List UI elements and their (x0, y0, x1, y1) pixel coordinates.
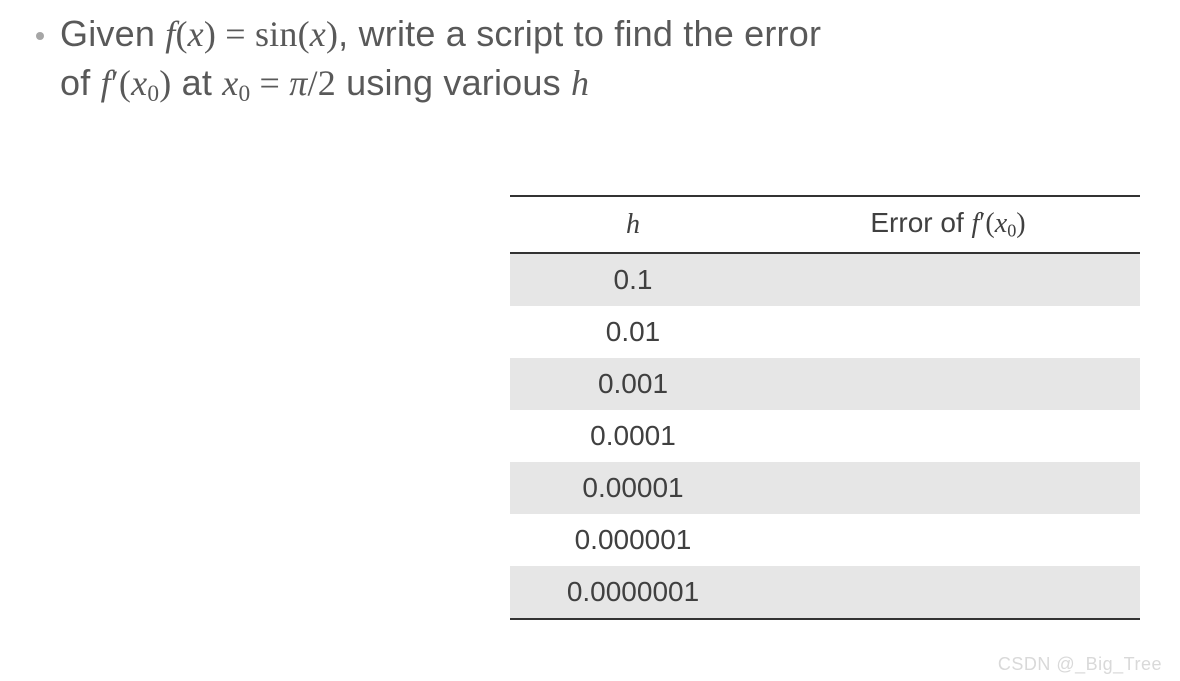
math-sin: sin (255, 14, 298, 54)
table-row: 0.0001 (510, 410, 1140, 462)
math-eq: = (216, 14, 255, 54)
text-tail: using various (336, 62, 571, 103)
math-x0-eq: = (250, 63, 289, 103)
cell-h: 0.0001 (510, 410, 756, 462)
cell-err (756, 358, 1140, 410)
table-row: 0.00001 (510, 462, 1140, 514)
text-given: Given (60, 13, 165, 54)
math-pi: π (289, 63, 307, 103)
math-fp-open: ( (119, 63, 131, 103)
math-open: ( (175, 14, 187, 54)
slide: Given f(x) = sin(x), write a script to f… (0, 0, 1180, 681)
header-err-sub: 0 (1007, 221, 1016, 241)
text-at: at (171, 62, 222, 103)
text-mid1: , write a script to find the error (338, 13, 821, 54)
math-x2: x (310, 14, 326, 54)
cell-err (756, 462, 1140, 514)
cell-err (756, 566, 1140, 619)
table-row: 0.01 (510, 306, 1140, 358)
table-row: 0.001 (510, 358, 1140, 410)
header-err-x: x (995, 208, 1007, 239)
cell-h: 0.000001 (510, 514, 756, 566)
cell-h: 0.00001 (510, 462, 756, 514)
bullet-item: Given f(x) = sin(x), write a script to f… (36, 10, 1140, 110)
cell-h: 0.1 (510, 253, 756, 306)
header-err-close: ) (1016, 208, 1025, 239)
math-close: ) (204, 14, 216, 54)
cell-h: 0.0000001 (510, 566, 756, 619)
text-of: of (60, 62, 101, 103)
table-header-row: h Error of f′(x0) (510, 196, 1140, 253)
cell-h: 0.001 (510, 358, 756, 410)
math-fp-close: ) (159, 63, 171, 103)
math-h: h (571, 63, 589, 103)
math-fp-x: x (131, 63, 147, 103)
cell-err (756, 306, 1140, 358)
math-fp-prime: ′ (111, 63, 119, 103)
prompt-text: Given f(x) = sin(x), write a script to f… (60, 10, 1140, 110)
col-header-error: Error of f′(x0) (756, 196, 1140, 253)
table-row: 0.1 (510, 253, 1140, 306)
header-h: h (626, 209, 640, 240)
cell-h: 0.01 (510, 306, 756, 358)
bullet-dot-icon (36, 32, 44, 40)
table-body: 0.1 0.01 0.001 0.0001 0.00001 (510, 253, 1140, 619)
math-two: 2 (318, 63, 336, 103)
math-x0-sub: 0 (238, 80, 250, 106)
math-close2: ) (326, 14, 338, 54)
math-fp-f: f (101, 63, 111, 103)
math-open2: ( (298, 14, 310, 54)
cell-err (756, 253, 1140, 306)
header-err-open: ( (985, 208, 994, 239)
math-f: f (165, 14, 175, 54)
table-row: 0.0000001 (510, 566, 1140, 619)
header-err-prefix: Error of (870, 207, 971, 238)
math-slash: / (308, 63, 318, 103)
table: h Error of f′(x0) 0.1 0.01 0.001 (510, 195, 1140, 620)
math-x0-x: x (222, 63, 238, 103)
math-fp-sub: 0 (147, 80, 159, 106)
watermark: CSDN @_Big_Tree (998, 654, 1162, 675)
error-table: h Error of f′(x0) 0.1 0.01 0.001 (510, 195, 1140, 620)
col-header-h: h (510, 196, 756, 253)
table-row: 0.000001 (510, 514, 1140, 566)
cell-err (756, 410, 1140, 462)
cell-err (756, 514, 1140, 566)
math-x: x (188, 14, 204, 54)
